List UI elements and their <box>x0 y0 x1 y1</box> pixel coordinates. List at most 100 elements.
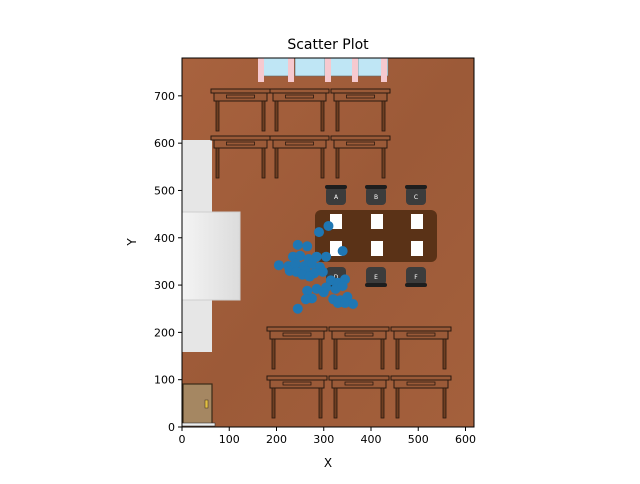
desk-drawer <box>282 381 312 386</box>
y-tick-label: 100 <box>154 374 175 387</box>
desk-drawer <box>226 94 255 99</box>
data-point <box>306 258 317 269</box>
desk-drawer <box>346 94 375 99</box>
paper-sheet <box>371 241 383 256</box>
desk-apron <box>269 379 325 389</box>
chair-back <box>405 283 427 287</box>
x-tick-label: 200 <box>266 433 287 446</box>
data-point <box>314 227 325 238</box>
y-tick-label: 400 <box>154 232 175 245</box>
desk-top <box>330 135 391 141</box>
window-pane <box>328 58 357 77</box>
chair <box>366 187 386 205</box>
plot-frame <box>181 57 475 428</box>
seat-label: C <box>414 194 418 201</box>
desk-leg <box>333 387 338 419</box>
desk-leg <box>380 387 385 419</box>
chair <box>406 187 426 205</box>
data-point <box>290 258 301 269</box>
background-image: A B C D E F <box>182 58 474 427</box>
chair-back <box>405 185 427 189</box>
desk-apron <box>272 92 327 102</box>
desk-leg <box>381 147 386 179</box>
desk-top <box>266 326 328 332</box>
chair-back <box>365 185 387 189</box>
data-point <box>295 250 306 261</box>
y-axis-label: Y <box>125 238 139 247</box>
data-point <box>302 285 313 296</box>
window-group <box>258 58 389 82</box>
x-tick-label: 500 <box>408 433 429 446</box>
curtain <box>325 58 331 82</box>
desk-drawer <box>344 332 374 337</box>
desk-leg <box>271 338 276 370</box>
x-tick-label: 0 <box>179 433 186 446</box>
x-tick-label: 100 <box>219 433 240 446</box>
desk-leg <box>215 100 220 132</box>
chair <box>366 267 386 285</box>
desk-apron <box>331 379 387 389</box>
data-point <box>317 266 328 277</box>
desk-top <box>210 135 271 141</box>
y-tick-label: 200 <box>154 326 175 339</box>
desk-drawer <box>226 141 255 146</box>
x-tick-label: 600 <box>455 433 476 446</box>
data-point <box>337 281 348 292</box>
desk-drawer <box>285 94 314 99</box>
desk-top <box>328 326 390 332</box>
desk-top <box>328 375 390 381</box>
desk-leg <box>442 338 447 370</box>
desk-leg <box>395 338 400 370</box>
desk-leg <box>271 387 276 419</box>
paper-sheet <box>371 214 383 229</box>
desk-leg <box>333 338 338 370</box>
door-icon <box>182 383 216 427</box>
desk-top <box>266 375 328 381</box>
data-point <box>337 246 348 257</box>
chair-back <box>325 185 347 189</box>
desk-drawer <box>344 381 374 386</box>
seat-label: E <box>374 274 378 281</box>
desk-leg <box>215 147 220 179</box>
desk-top <box>330 88 391 94</box>
desk-top <box>390 375 452 381</box>
desk-group <box>210 88 452 419</box>
y-tick-label: 300 <box>154 279 175 292</box>
desk-apron <box>393 379 449 389</box>
data-point <box>332 298 343 309</box>
y-tick-label: 600 <box>154 137 175 150</box>
scatter-points <box>273 220 359 314</box>
desk-leg <box>380 338 385 370</box>
seat-label: D <box>334 274 339 281</box>
x-axis-label: X <box>324 456 332 470</box>
data-point <box>292 239 303 250</box>
data-point <box>273 260 284 271</box>
seat-label: A <box>334 194 339 201</box>
y-tick-label: 0 <box>168 421 175 434</box>
window-pane <box>294 58 326 77</box>
data-point <box>323 220 334 231</box>
chart-title: Scatter Plot <box>287 37 369 53</box>
desk-leg <box>318 387 323 419</box>
desk-apron <box>333 139 388 149</box>
y-tick-label: 700 <box>154 90 175 103</box>
data-point <box>304 271 315 282</box>
desk-drawer <box>406 332 436 337</box>
y-tick-label: 500 <box>154 184 175 197</box>
seat-label: F <box>414 274 418 281</box>
desk-leg <box>261 100 266 132</box>
desk-leg <box>335 147 340 179</box>
desk-leg <box>320 147 325 179</box>
desk-apron <box>213 92 268 102</box>
desk-top <box>269 88 330 94</box>
desk-leg <box>320 100 325 132</box>
desk-leg <box>261 147 266 179</box>
seat-label: B <box>374 194 378 201</box>
x-tick-label: 300 <box>313 433 334 446</box>
data-point <box>300 294 311 305</box>
curtain <box>258 58 264 82</box>
desk-leg <box>274 147 279 179</box>
desk-leg <box>335 100 340 132</box>
